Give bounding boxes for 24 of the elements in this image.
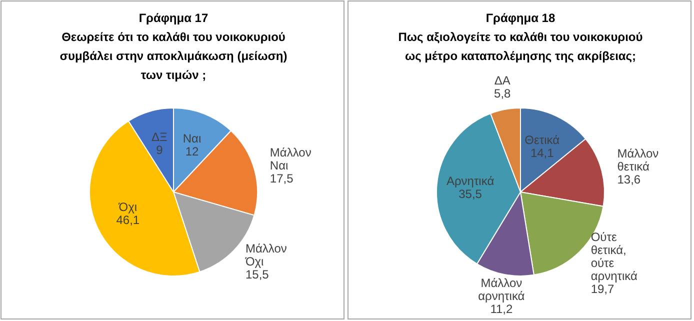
slice-label: Μάλλον αρνητικά xyxy=(478,276,525,303)
slice-label: Μάλλον Όχι xyxy=(244,241,287,268)
slice-label: Αρνητικά xyxy=(446,174,494,188)
chart-title: Γράφημα 18 Πως αξιολογείτε το καλάθι του νοικοκυριού ως μέτρο καταπολέμησης της ακρίβειας; xyxy=(398,11,643,63)
data-label: 11,2 xyxy=(490,302,513,316)
slice-label: Μάλλον θετικά xyxy=(617,146,659,174)
slice-label: ΔΑ xyxy=(494,74,510,88)
slice-label: Θετικά xyxy=(524,132,560,147)
data-label: 9 xyxy=(156,143,164,158)
data-label: 15,5 xyxy=(245,267,270,282)
data-label: 5,8 xyxy=(494,86,512,101)
slice-label: Μάλλον Ναι xyxy=(270,145,312,172)
slice-label: Ναι xyxy=(182,132,202,146)
slice-label: ΔΞ xyxy=(152,130,168,144)
data-label: 35,5 xyxy=(458,186,482,201)
data-label: 46,1 xyxy=(116,213,140,228)
slice-label: Ούτε θετικά, ούτε αρνητικά xyxy=(590,230,638,284)
data-label: 17,5 xyxy=(270,171,294,186)
slice-label: Όχι xyxy=(118,200,138,214)
data-label: 14,1 xyxy=(530,146,554,160)
data-label: 12 xyxy=(185,144,200,159)
chart-title: Γράφημα 17 Θεωρείτε ότι το καλάθι του νοικοκυριού συμβάλει στην αποκλιμάκωση (μείωση) των τιμών ; xyxy=(60,11,288,82)
data-label: 13,6 xyxy=(617,172,641,187)
data-label: 19,7 xyxy=(590,282,614,296)
